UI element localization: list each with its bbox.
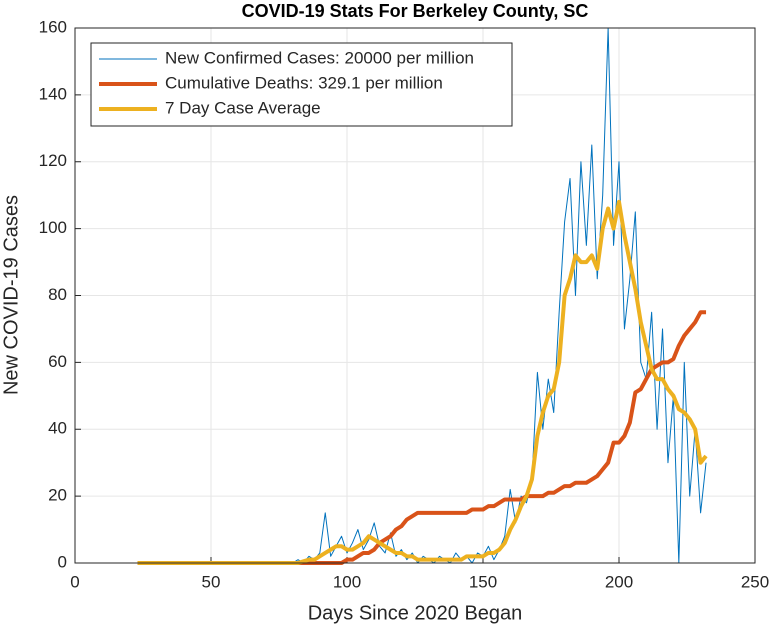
legend-label: 7 Day Case Average bbox=[165, 98, 321, 117]
series-line bbox=[137, 199, 708, 565]
legend-label: Cumulative Deaths: 329.1 per million bbox=[165, 73, 443, 92]
x-tick-label: 50 bbox=[202, 572, 221, 591]
y-tick-label: 160 bbox=[39, 17, 67, 36]
y-tick-label: 80 bbox=[48, 285, 67, 304]
legend-label: New Confirmed Cases: 20000 per million bbox=[165, 48, 474, 67]
x-tick-label: 0 bbox=[70, 572, 79, 591]
series-line bbox=[137, 27, 707, 564]
legend-box bbox=[90, 42, 513, 127]
y-tick-label: 140 bbox=[39, 84, 67, 103]
chart-title: COVID-19 Stats For Berkeley County, SC bbox=[242, 1, 589, 21]
y-tick-label: 40 bbox=[48, 419, 67, 438]
x-tick-label: 100 bbox=[333, 572, 361, 591]
x-tick-label: 150 bbox=[469, 572, 497, 591]
axes-box bbox=[74, 27, 756, 564]
y-tick-label: 60 bbox=[48, 352, 67, 371]
y-tick-label: 100 bbox=[39, 218, 67, 237]
y-axis-label: New COVID-19 Cases bbox=[0, 195, 22, 395]
x-tick-label: 200 bbox=[605, 572, 633, 591]
y-tick-label: 20 bbox=[48, 486, 67, 505]
series-line bbox=[137, 310, 707, 565]
y-tick-label: 120 bbox=[39, 151, 67, 170]
y-tick-label: 0 bbox=[58, 552, 67, 571]
x-axis-label: Days Since 2020 Began bbox=[308, 602, 523, 624]
x-tick-label: 250 bbox=[741, 572, 769, 591]
